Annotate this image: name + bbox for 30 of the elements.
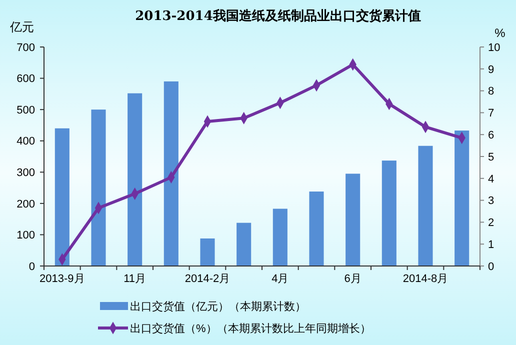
x-tick-label: 2014-8月 — [402, 273, 448, 285]
y-tick-label: 400 — [16, 136, 35, 148]
y2-tick-label: 3 — [488, 195, 494, 208]
y2-tick-label: 8 — [488, 86, 494, 98]
y2-tick-label: 1 — [488, 238, 494, 251]
chart-title: 2013-2014我国造纸及纸制品业出口交货累计值 — [135, 8, 421, 24]
y2-tick-label: 4 — [488, 173, 494, 186]
y2-tick-label: 6 — [488, 129, 494, 142]
y2-tick-label: 9 — [488, 64, 494, 76]
y-tick-label: 300 — [16, 166, 35, 179]
y2-tick-label: 7 — [488, 108, 494, 120]
y2-tick-label: 2 — [488, 217, 494, 230]
y2-tick-label: 5 — [488, 151, 494, 164]
x-tick-label: 2014-2月 — [184, 273, 230, 285]
legend-label: 出口交货值（亿元）（本期累计数） — [130, 300, 306, 313]
y-tick-label: 200 — [16, 198, 35, 210]
x-tick-label: 6月 — [344, 273, 362, 285]
y-tick-label: 500 — [16, 104, 35, 116]
y-tick-label: 700 — [16, 42, 35, 54]
y2-tick-label: 0 — [488, 260, 494, 273]
legend-label: 出口交货值（%）（本期累计数比上年同期增长） — [130, 322, 371, 335]
y-tick-label: 600 — [16, 73, 35, 86]
y-tick-label: 0 — [28, 260, 35, 273]
x-tick-label: 11月 — [124, 273, 146, 285]
y2-axis-title: % — [494, 26, 506, 40]
y-axis-title: 亿元 — [9, 20, 34, 34]
y2-tick-label: 10 — [488, 42, 500, 54]
x-tick-label: 2013-9月 — [40, 273, 85, 285]
y-tick-label: 100 — [16, 230, 35, 242]
x-tick-label: 4月 — [272, 273, 289, 285]
